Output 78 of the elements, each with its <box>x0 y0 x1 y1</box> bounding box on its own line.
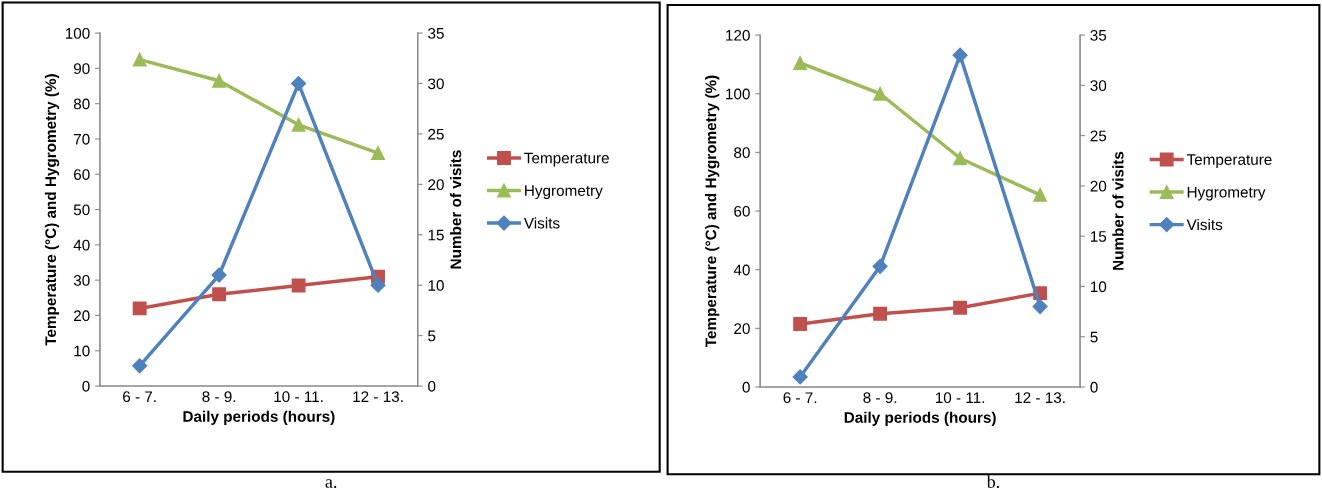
point <box>212 287 227 302</box>
point <box>291 75 307 92</box>
point <box>212 73 227 88</box>
y2-tick-label: 25 <box>428 128 444 140</box>
x-tick-label: 10 - 11. <box>274 391 323 403</box>
y2-tick-label: 10 <box>1090 281 1107 293</box>
y-tick-label: 100 <box>65 27 90 39</box>
y-tick-label: 0 <box>82 380 90 392</box>
legend-label: Hygrometry <box>1187 186 1266 201</box>
x-tick-label: 6 - 7. <box>123 391 156 403</box>
point <box>1033 187 1048 202</box>
y-tick-label: 40 <box>733 264 750 276</box>
y-tick-label: 0 <box>742 381 750 393</box>
point <box>211 267 227 283</box>
y-tick-label: 30 <box>73 275 90 286</box>
point <box>793 317 808 331</box>
y-tick-label: 20 <box>74 310 90 322</box>
legend-label: Temperature <box>524 152 609 167</box>
point <box>291 117 306 132</box>
point <box>792 369 808 385</box>
y2-tick-label: 5 <box>428 330 436 342</box>
y-tick-label: 80 <box>73 98 90 110</box>
y2-tick-label: 15 <box>428 229 444 241</box>
point <box>873 86 888 101</box>
point <box>132 301 147 316</box>
y-tick-label: 100 <box>726 88 750 100</box>
y2-tick-label: 0 <box>1090 381 1098 393</box>
y-tick-label: 120 <box>726 29 750 41</box>
y-axis-title: Temperature (°C) and Hygrometry (%) <box>705 75 720 348</box>
x-tick-label: 8 - 9. <box>863 392 897 404</box>
y2-tick-label: 30 <box>1090 80 1107 92</box>
y2-tick-label: 0 <box>428 380 436 392</box>
y2-tick-label: 30 <box>428 78 444 90</box>
point <box>132 358 148 374</box>
point <box>872 258 888 274</box>
point <box>291 278 306 293</box>
y-tick-label: 70 <box>74 133 90 145</box>
x-tick-label: 10 - 11. <box>935 392 985 404</box>
point <box>132 52 147 67</box>
legend-label: Visits <box>1186 218 1223 231</box>
y2-tick-label: 20 <box>1090 180 1107 192</box>
y2-tick-label: 10 <box>428 280 444 291</box>
point <box>952 47 968 63</box>
x-tick-label: 12 - 13. <box>353 391 403 403</box>
x-tick-label: 6 - 7. <box>783 392 817 404</box>
y-tick-label: 50 <box>73 204 90 216</box>
y2-tick-label: 35 <box>1090 29 1107 41</box>
y-tick-label: 60 <box>74 169 90 180</box>
legend-label: Temperature <box>1186 154 1272 168</box>
y2-tick-label: 35 <box>428 27 444 39</box>
legend-label: Hygrometry <box>525 185 603 200</box>
point <box>873 306 888 321</box>
y-tick-label: 60 <box>734 205 750 217</box>
x-axis-title: Daily periods (hours) <box>844 411 996 426</box>
legend-label: Visits <box>523 217 560 229</box>
point <box>1032 298 1048 315</box>
y2-axis-title: Number of visits <box>450 150 462 269</box>
point <box>953 300 968 315</box>
y-tick-label: 10 <box>74 345 90 357</box>
text: a. <box>325 479 337 488</box>
point <box>371 146 385 161</box>
point <box>370 277 386 293</box>
y2-tick-label: 5 <box>1090 331 1098 343</box>
x-tick-label: 8 - 9. <box>202 391 236 403</box>
y-tick-label: 20 <box>734 323 750 335</box>
y2-tick-label: 20 <box>428 179 444 191</box>
point <box>953 151 968 166</box>
y-axis-title: Temperature (°C) and Hygrometry (%) <box>44 74 60 346</box>
x-axis-title: Daily periods (hours) <box>183 410 335 425</box>
y2-tick-label: 25 <box>1090 130 1107 142</box>
x-tick-label: 12 - 13. <box>1015 392 1065 404</box>
y-tick-label: 80 <box>734 147 750 159</box>
y2-axis-title: Number of visits <box>1112 151 1124 270</box>
text: b. <box>986 475 1000 488</box>
point <box>793 55 808 70</box>
y-tick-label: 90 <box>73 63 90 75</box>
y-tick-label: 40 <box>73 239 90 251</box>
y2-tick-label: 15 <box>1090 231 1107 242</box>
